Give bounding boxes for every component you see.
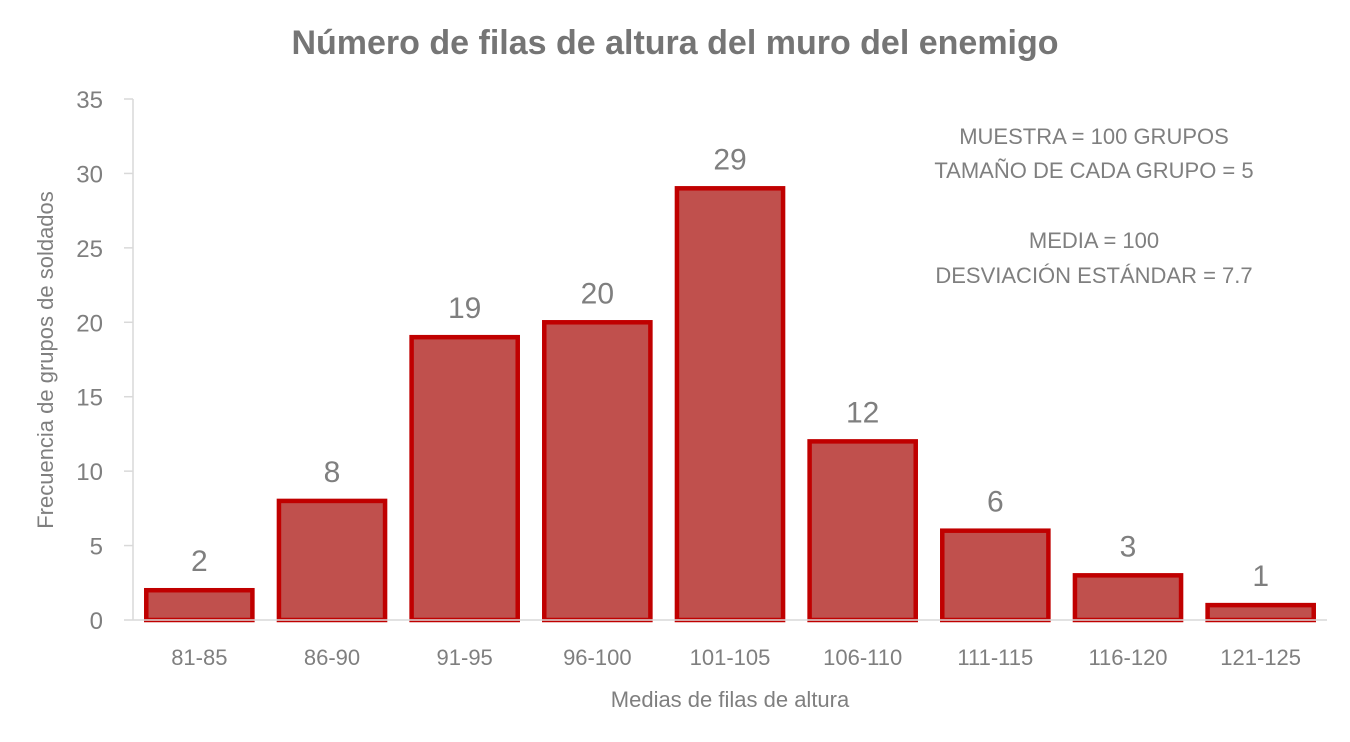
bar xyxy=(276,498,388,623)
y-tick-label: 20 xyxy=(76,310,103,337)
x-tick-label: 116-120 xyxy=(1088,645,1167,670)
bar-value-label: 2 xyxy=(191,545,208,578)
annotation-group-size: TAMAÑO DE CADA GRUPO = 5 xyxy=(934,158,1253,183)
bar-value-label: 19 xyxy=(448,292,481,325)
y-axis-title: Frecuencia de grupos de soldados xyxy=(33,191,58,529)
annotation-mean: MEDIA = 100 xyxy=(1029,228,1159,253)
bar xyxy=(1072,573,1184,623)
bar xyxy=(1205,602,1316,623)
bar xyxy=(940,528,1051,623)
bar xyxy=(144,587,255,623)
bar-value-label: 3 xyxy=(1120,530,1137,563)
y-tick-label: 25 xyxy=(76,236,103,263)
bar-value-label: 29 xyxy=(713,143,746,176)
x-tick-label: 121-125 xyxy=(1220,645,1301,670)
chart-title: Número de filas de altura del muro del e… xyxy=(291,24,1058,62)
x-axis-title: Medias de filas de altura xyxy=(611,687,850,712)
x-axis: 81-85 86-90 91-95 96-100 101-105 106-110 111-1… xyxy=(133,619,1327,670)
bar-value-label: 6 xyxy=(987,486,1004,519)
y-tick-label: 30 xyxy=(76,161,103,188)
bar xyxy=(542,320,653,623)
annotation-sample: MUESTRA = 100 GRUPOS xyxy=(959,124,1229,149)
x-tick-label: 86-90 xyxy=(304,645,360,670)
x-tick-label: 96-100 xyxy=(563,645,632,670)
bar xyxy=(409,334,520,623)
y-tick-label: 15 xyxy=(76,385,103,412)
y-tick-label: 35 xyxy=(76,87,103,114)
y-tick-label: 0 xyxy=(90,608,103,635)
x-tick-label: 111-115 xyxy=(957,645,1033,670)
annotation-std-dev: DESVIACIÓN ESTÁNDAR = 7.7 xyxy=(935,263,1252,288)
x-tick-label: 91-95 xyxy=(437,645,493,670)
x-tick-label: 81-85 xyxy=(171,645,227,670)
y-axis: 0 5 10 15 20 25 30 35 xyxy=(76,87,134,635)
bar-series: 2 8 19 20 29 12 6 3 1 xyxy=(144,143,1316,623)
y-tick-label: 10 xyxy=(76,459,103,486)
x-tick-label: 101-105 xyxy=(690,645,771,670)
stats-annotation: MUESTRA = 100 GRUPOS TAMAÑO DE CADA GRUP… xyxy=(934,124,1253,288)
bar-value-label: 20 xyxy=(581,277,614,310)
bar xyxy=(674,186,786,623)
bar-value-label: 8 xyxy=(324,456,341,489)
x-tick-label: 106-110 xyxy=(823,645,902,670)
bar xyxy=(807,439,918,623)
y-tick-label: 5 xyxy=(90,534,103,561)
bar-value-label: 12 xyxy=(846,396,879,429)
bar-value-label: 1 xyxy=(1252,560,1269,593)
